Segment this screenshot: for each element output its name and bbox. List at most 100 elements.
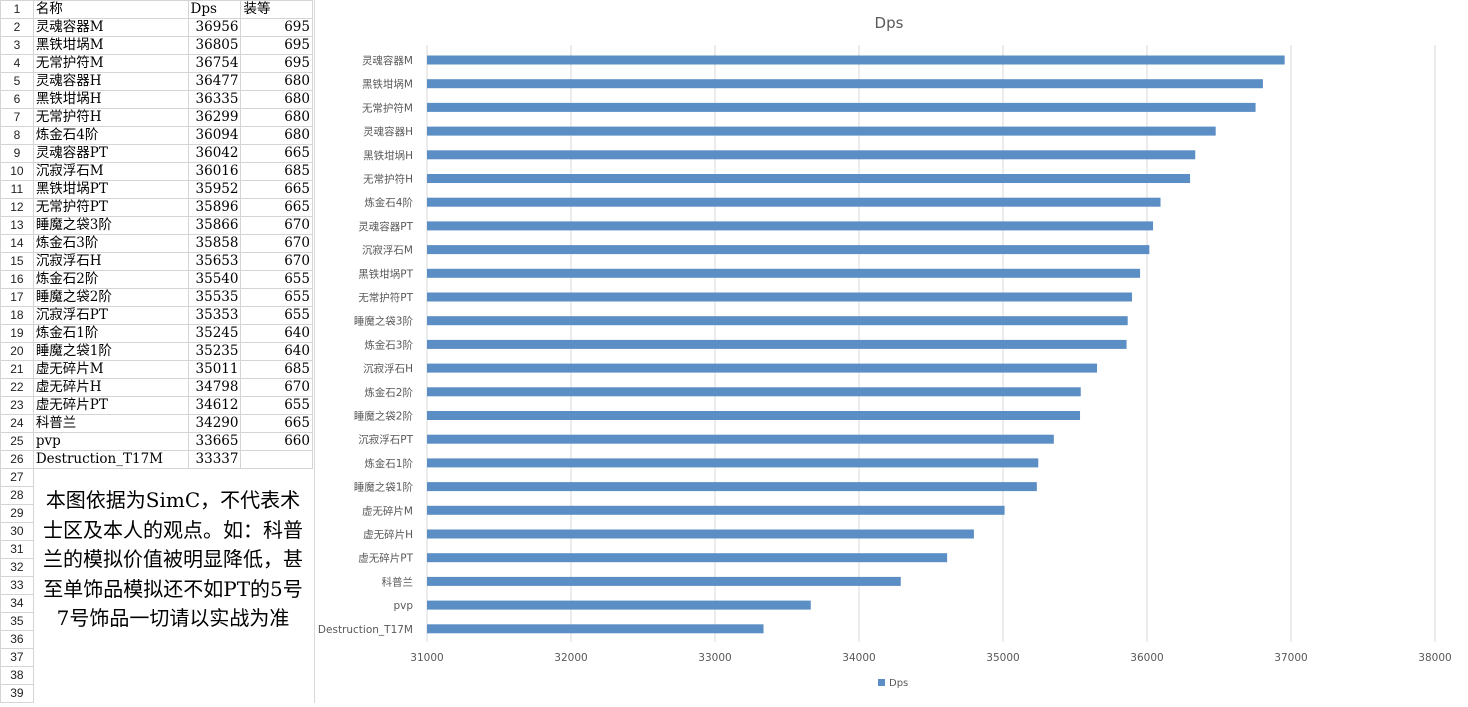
cell-name[interactable]: pvp [32, 432, 189, 451]
cell-name[interactable]: 无常护符PT [32, 198, 189, 217]
cell-name[interactable]: 沉寂浮石M [32, 162, 189, 181]
cell-dps[interactable]: 35653 [187, 252, 242, 271]
cell-ilvl[interactable]: 670 [240, 216, 313, 235]
cell-ilvl[interactable]: 695 [240, 54, 313, 73]
bar [427, 126, 1216, 136]
cell-ilvl[interactable]: 680 [240, 126, 313, 145]
row-number: 8 [0, 126, 34, 145]
cell-dps[interactable]: 35245 [187, 324, 242, 343]
cell-dps[interactable]: 36754 [187, 54, 242, 73]
cell-dps[interactable]: 35540 [187, 270, 242, 289]
row-number: 31 [0, 540, 34, 559]
cell-ilvl[interactable]: 685 [240, 360, 313, 379]
cell-name[interactable]: 炼金石2阶 [32, 270, 189, 289]
cell-name[interactable]: 无常护符M [32, 54, 189, 73]
header-cell-ilvl[interactable]: 装等 [240, 0, 313, 19]
cell-dps[interactable]: 34290 [187, 414, 242, 433]
cell-name[interactable]: 睡魔之袋1阶 [32, 342, 189, 361]
cell-name[interactable]: Destruction_T17M [32, 450, 189, 469]
cell-dps[interactable]: 36477 [187, 72, 242, 91]
cell-ilvl[interactable]: 655 [240, 396, 313, 415]
cell-dps[interactable]: 36956 [187, 18, 242, 37]
cell-dps[interactable]: 36805 [187, 36, 242, 55]
table-row: 5 灵魂容器H 36477 680 [0, 72, 313, 91]
table-row: 17 睡魔之袋2阶 35535 655 [0, 288, 313, 307]
cell-dps[interactable]: 35235 [187, 342, 242, 361]
cell-ilvl[interactable]: 680 [240, 90, 313, 109]
cell-ilvl[interactable]: 655 [240, 288, 313, 307]
cell-ilvl[interactable]: 670 [240, 234, 313, 253]
cell-ilvl[interactable]: 670 [240, 378, 313, 397]
cell-dps[interactable]: 36042 [187, 144, 242, 163]
x-tick-label: 33000 [698, 652, 731, 664]
cell-ilvl[interactable]: 695 [240, 18, 313, 37]
cell-ilvl[interactable]: 655 [240, 306, 313, 325]
cell-dps[interactable]: 35866 [187, 216, 242, 235]
category-label: 虚无碎片M [362, 504, 413, 517]
cell-name[interactable]: 炼金石4阶 [32, 126, 189, 145]
cell-ilvl[interactable]: 670 [240, 252, 313, 271]
cell-name[interactable]: 炼金石3阶 [32, 234, 189, 253]
cell-name[interactable]: 虚无碎片H [32, 378, 189, 397]
cell-name[interactable]: 科普兰 [32, 414, 189, 433]
cell-name[interactable]: 灵魂容器H [32, 72, 189, 91]
cell-dps[interactable]: 35353 [187, 306, 242, 325]
cell-ilvl[interactable]: 665 [240, 414, 313, 433]
x-tick-label: 36000 [1130, 652, 1163, 664]
cell-ilvl[interactable]: 665 [240, 144, 313, 163]
cell-dps[interactable]: 35535 [187, 288, 242, 307]
cell-dps[interactable]: 36299 [187, 108, 242, 127]
cell-ilvl[interactable]: 640 [240, 324, 313, 343]
spreadsheet: 1 名称 Dps 装等 2 灵魂容器M 36956 695 3 黑铁坩埚M 36805 695 4 无常护… [0, 0, 313, 703]
cell-ilvl[interactable]: 695 [240, 36, 313, 55]
cell-ilvl[interactable]: 685 [240, 162, 313, 181]
cell-name[interactable]: 睡魔之袋3阶 [32, 216, 189, 235]
cell-dps[interactable]: 35858 [187, 234, 242, 253]
cell-dps[interactable]: 36016 [187, 162, 242, 181]
cell-name[interactable]: 沉寂浮石PT [32, 306, 189, 325]
row-number: 12 [0, 198, 34, 217]
cell-dps[interactable]: 33665 [187, 432, 242, 451]
cell-name[interactable]: 炼金石1阶 [32, 324, 189, 343]
table-row: 31 [0, 540, 313, 559]
cell-name[interactable]: 黑铁坩埚H [32, 90, 189, 109]
cell-name[interactable]: 虚无碎片PT [32, 396, 189, 415]
cell-ilvl[interactable]: 680 [240, 108, 313, 127]
cell-ilvl[interactable]: 660 [240, 432, 313, 451]
cell-name[interactable]: 黑铁坩埚PT [32, 180, 189, 199]
bar [427, 150, 1196, 160]
category-label: 炼金石3阶 [364, 338, 413, 351]
cell-dps[interactable]: 36094 [187, 126, 242, 145]
cell-ilvl[interactable]: 665 [240, 180, 313, 199]
cell-dps[interactable]: 35896 [187, 198, 242, 217]
cell-ilvl[interactable] [240, 450, 313, 469]
cell-ilvl[interactable]: 640 [240, 342, 313, 361]
header-cell-dps[interactable]: Dps [187, 0, 242, 19]
cell-ilvl[interactable]: 655 [240, 270, 313, 289]
cell-ilvl[interactable]: 680 [240, 72, 313, 91]
row-number: 3 [0, 36, 34, 55]
row-number: 4 [0, 54, 34, 73]
empty-cell [33, 685, 312, 703]
cell-name[interactable]: 睡魔之袋2阶 [32, 288, 189, 307]
cell-dps[interactable]: 36335 [187, 90, 242, 109]
header-cell-name[interactable]: 名称 [32, 0, 189, 19]
cell-name[interactable]: 无常护符H [32, 108, 189, 127]
category-label: 睡魔之袋2阶 [354, 410, 414, 423]
cell-name[interactable]: 虚无碎片M [32, 360, 189, 379]
bar [427, 553, 948, 563]
cell-dps[interactable]: 34798 [187, 378, 242, 397]
cell-name[interactable]: 沉寂浮石H [32, 252, 189, 271]
category-label: 无常护符PT [358, 291, 413, 304]
cell-ilvl[interactable]: 665 [240, 198, 313, 217]
cell-dps[interactable]: 33337 [187, 450, 242, 469]
table-row: 14 炼金石3阶 35858 670 [0, 234, 313, 253]
category-label: 沉寂浮石M [362, 244, 413, 257]
cell-dps[interactable]: 35011 [187, 360, 242, 379]
cell-name[interactable]: 黑铁坩埚M [32, 36, 189, 55]
cell-name[interactable]: 灵魂容器PT [32, 144, 189, 163]
cell-dps[interactable]: 35952 [187, 180, 242, 199]
cell-name[interactable]: 灵魂容器M [32, 18, 189, 37]
table-row: 9 灵魂容器PT 36042 665 [0, 144, 313, 163]
cell-dps[interactable]: 34612 [187, 396, 242, 415]
